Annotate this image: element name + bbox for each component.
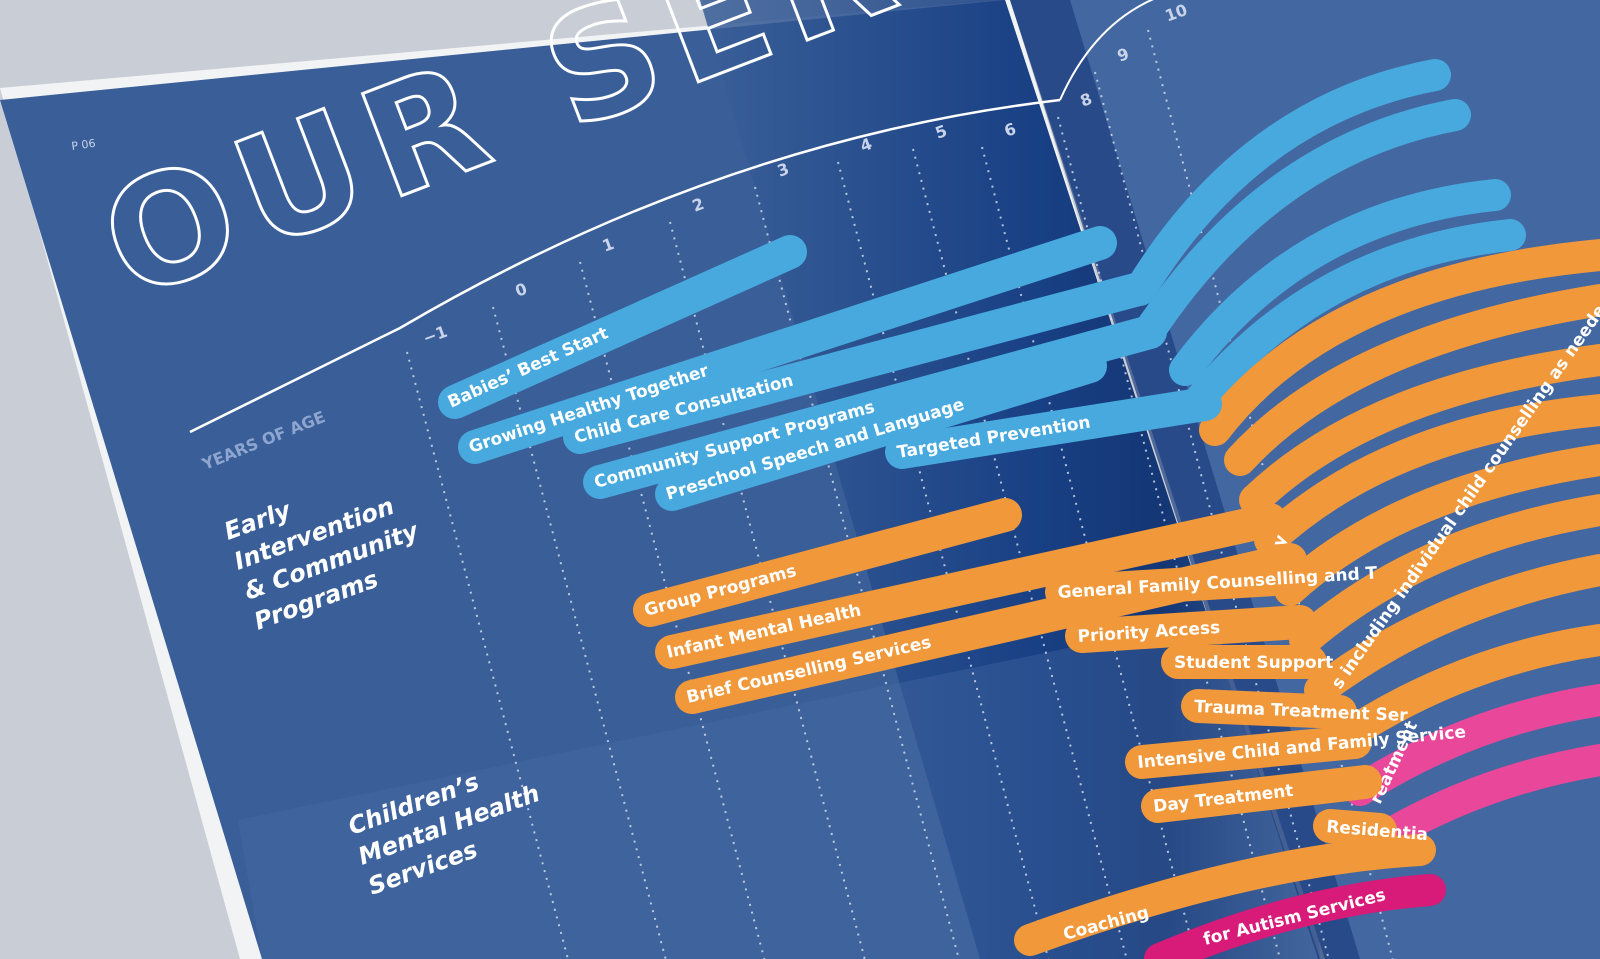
service-arc [1014,834,1436,956]
service-bar [655,503,1287,669]
age-axis-line [189,98,1061,434]
service-arc [1199,239,1600,446]
service-arc [1124,59,1451,306]
service-arc [1289,494,1600,656]
service-bar [458,226,1117,464]
service-arc [1169,179,1511,386]
service-arc [1324,624,1600,756]
age-axis-line-right [1059,0,1155,101]
service-bar [438,235,807,419]
service-arc [1274,444,1600,606]
service-bar [1141,765,1382,823]
service-label: Student Support [1174,653,1333,673]
service-arc [1364,744,1600,856]
service-bar [1313,809,1397,847]
service-arc [1184,219,1526,416]
age-grid-line [754,186,960,959]
age-grid-line [837,161,1050,959]
service-bar [655,349,1107,511]
service-arc [1239,344,1600,516]
service-arc [1144,874,1446,959]
page-number: P 06 [71,137,97,153]
service-arc [1134,99,1471,346]
service-bar [885,387,1222,469]
age-grid-line [1094,71,1330,959]
spine-shade [700,0,1320,959]
service-arc [1254,394,1600,556]
service-arc [1304,554,1600,706]
service-arc [1224,284,1600,476]
service-bar [1125,725,1372,779]
service-bar [1045,561,1307,609]
service-bar [633,498,1022,627]
section-band [238,600,1320,959]
service-bar [1065,605,1317,653]
service-bar [563,273,1152,454]
service-arc [1344,684,1600,806]
age-grid-line [406,351,569,959]
service-bar [583,315,1167,499]
service-bar [1181,689,1357,729]
